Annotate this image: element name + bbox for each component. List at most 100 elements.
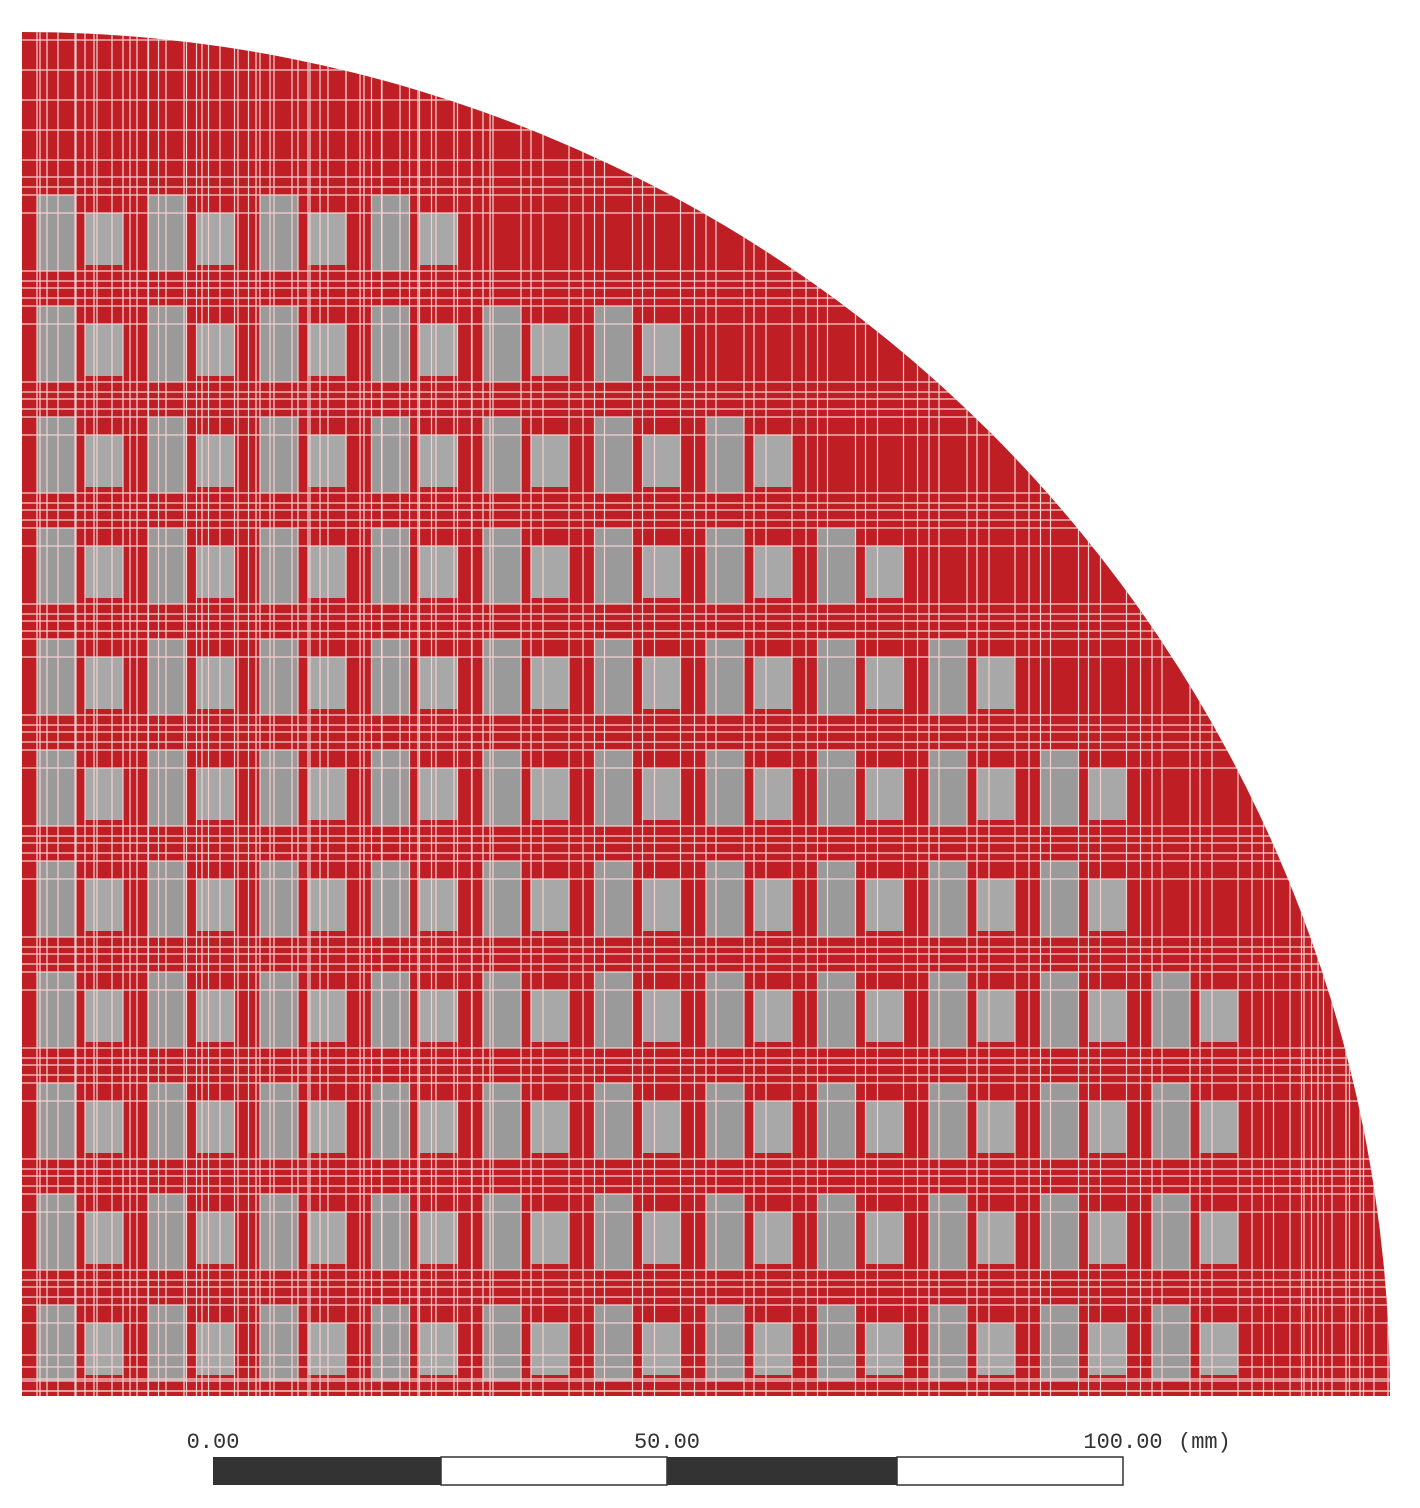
gray-block — [865, 990, 904, 1042]
gray-block — [196, 213, 235, 265]
gray-block — [754, 657, 792, 709]
gray-block — [1088, 768, 1127, 820]
gray-block — [817, 861, 856, 937]
gray-block — [817, 972, 856, 1048]
gray-block — [308, 435, 346, 487]
gray-block — [371, 1305, 410, 1381]
gray-block — [148, 1083, 187, 1159]
gray-block — [594, 972, 633, 1048]
gray-block — [642, 657, 681, 709]
gray-block — [642, 1101, 681, 1153]
gray-block — [371, 1083, 410, 1159]
gray-block — [929, 972, 967, 1048]
gray-block — [308, 879, 346, 931]
gray-block — [642, 768, 681, 820]
gray-block — [1088, 990, 1127, 1042]
gray-block — [37, 750, 75, 826]
gray-block — [37, 306, 75, 382]
gray-block — [419, 213, 458, 265]
gray-block — [754, 1323, 792, 1375]
gray-block — [754, 768, 792, 820]
gray-block — [371, 195, 410, 271]
gray-block — [85, 213, 123, 265]
gray-block — [148, 861, 187, 937]
gray-block — [196, 1323, 235, 1375]
gray-block — [977, 1212, 1015, 1264]
gray-block — [865, 546, 904, 598]
gray-block — [148, 639, 187, 715]
gray-block — [642, 1323, 681, 1375]
gray-block — [817, 528, 856, 604]
gray-block — [371, 750, 410, 826]
gray-block — [531, 546, 569, 598]
gray-block — [483, 306, 521, 382]
gray-block — [483, 972, 521, 1048]
gray-block — [706, 1305, 744, 1381]
mesh — [22, 32, 1390, 1396]
gray-block — [1152, 1194, 1190, 1270]
scale-label: 100.00 — [1083, 1430, 1162, 1455]
gray-block — [531, 435, 569, 487]
gray-block — [196, 990, 235, 1042]
gray-block — [148, 1194, 187, 1270]
gray-block — [85, 879, 123, 931]
gray-block — [642, 879, 681, 931]
gray-block — [1040, 1194, 1079, 1270]
gray-block — [85, 1101, 123, 1153]
gray-block — [594, 750, 633, 826]
gray-block — [371, 861, 410, 937]
gray-block — [706, 417, 744, 493]
gray-block — [308, 768, 346, 820]
gray-block — [483, 1194, 521, 1270]
gray-block — [594, 417, 633, 493]
gray-block — [642, 546, 681, 598]
gray-block — [817, 1194, 856, 1270]
gray-block — [531, 990, 569, 1042]
gray-block — [817, 1083, 856, 1159]
gray-block — [37, 972, 75, 1048]
gray-block — [308, 324, 346, 376]
gray-block — [483, 417, 521, 493]
gray-block — [371, 417, 410, 493]
gray-block — [196, 879, 235, 931]
gray-block — [594, 861, 633, 937]
gray-block — [865, 657, 904, 709]
gray-block — [706, 861, 744, 937]
gray-block — [1152, 972, 1190, 1048]
scale-segment — [896, 1456, 1124, 1486]
gray-block — [642, 990, 681, 1042]
gray-block — [196, 768, 235, 820]
scale-segment — [667, 1457, 897, 1485]
scale-segment — [440, 1456, 668, 1486]
gray-block — [1152, 1083, 1190, 1159]
gray-block — [1040, 750, 1079, 826]
gray-block — [531, 324, 569, 376]
gray-block — [531, 1323, 569, 1375]
gray-block — [1152, 1305, 1190, 1381]
gray-block — [371, 639, 410, 715]
gray-block — [37, 861, 75, 937]
gray-block — [817, 1305, 856, 1381]
gray-block — [754, 546, 792, 598]
gray-block — [594, 1305, 633, 1381]
gray-block — [1200, 1323, 1238, 1375]
gray-block — [148, 417, 187, 493]
gray-block — [817, 750, 856, 826]
gray-block — [594, 306, 633, 382]
gray-block — [1200, 1101, 1238, 1153]
gray-block — [85, 546, 123, 598]
gray-block — [37, 1194, 75, 1270]
scale-unit: (mm) — [1178, 1430, 1231, 1455]
gray-block — [1200, 990, 1238, 1042]
gray-block — [929, 750, 967, 826]
gray-block — [148, 306, 187, 382]
gray-block — [37, 195, 75, 271]
gray-block — [865, 1212, 904, 1264]
gray-block — [531, 1101, 569, 1153]
gray-block — [594, 528, 633, 604]
gray-block — [706, 1083, 744, 1159]
gray-block — [37, 639, 75, 715]
gray-block — [1088, 879, 1127, 931]
